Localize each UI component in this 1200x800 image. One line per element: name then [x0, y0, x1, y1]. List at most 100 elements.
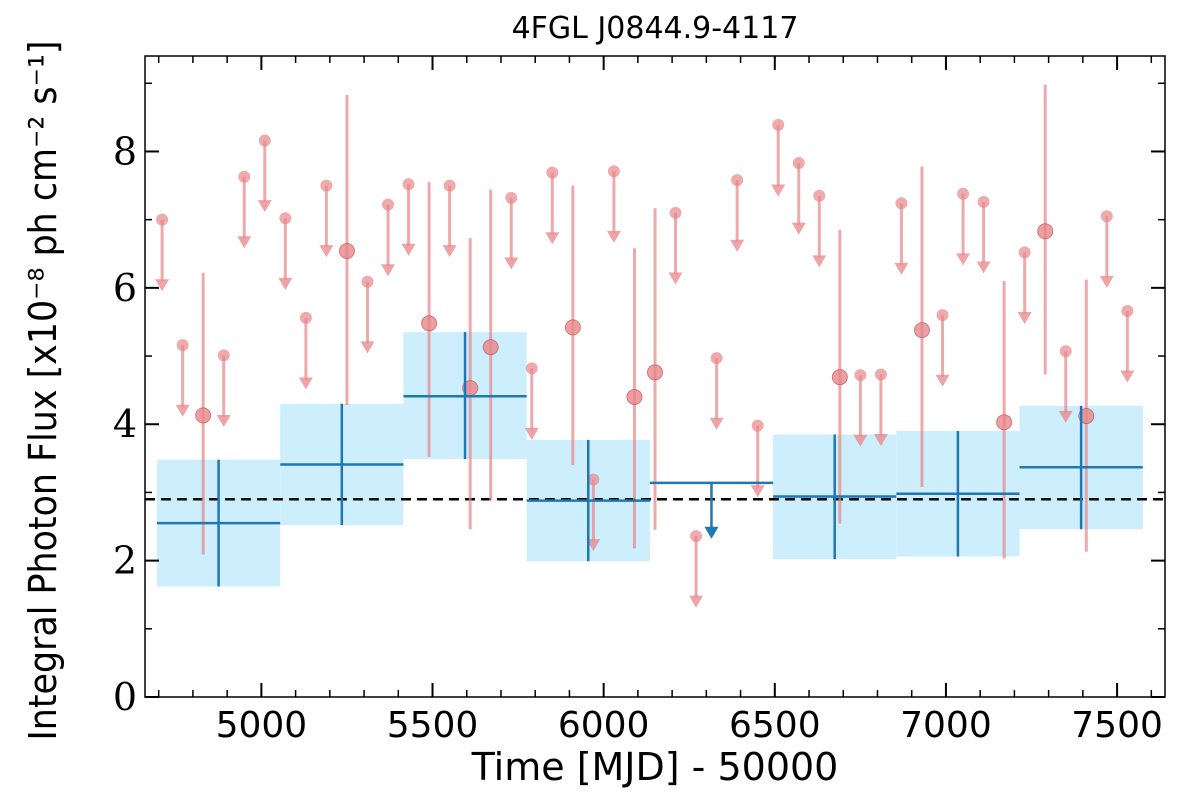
fine-bin-point: [195, 407, 212, 424]
fine-bin-upper-limit-point: [607, 165, 620, 178]
upper-limit-arrowhead: [956, 253, 971, 266]
upper-limit-arrowhead: [360, 341, 375, 354]
upper-limit-arrowhead: [689, 595, 704, 608]
fine-bin-points: [155, 84, 1135, 608]
upper-limit-arrowhead: [1017, 311, 1032, 324]
fine-bin-upper-limit-point: [936, 309, 949, 322]
fine-bin-upper-limit-point: [320, 179, 333, 192]
fine-bin-upper-limit-point: [1018, 246, 1031, 259]
fine-bin-upper-limit-point: [895, 197, 908, 210]
chart-title: 4FGL J0844.9-4117: [512, 11, 799, 46]
upper-limit-arrowhead: [298, 377, 313, 390]
fine-bin-point: [482, 339, 499, 356]
upper-limit-arrowhead: [894, 262, 909, 275]
x-tick-label: 6000: [558, 705, 650, 746]
fine-bin-upper-limit-point: [977, 195, 990, 208]
upper-limit-arrowhead: [1058, 410, 1073, 423]
upper-limit-arrowhead: [237, 236, 252, 249]
y-tick-label: 0: [113, 675, 137, 719]
fine-bin-upper-limit-point: [546, 166, 559, 179]
plot-frame: [144, 55, 1166, 698]
fine-bin-upper-limit-point: [279, 212, 292, 225]
x-tick-label: 7000: [900, 705, 992, 746]
y-tick-label: 2: [113, 539, 137, 583]
y-axis-label: Integral Photon Flux [x10⁻⁸ ph cm⁻² s⁻¹]: [21, 41, 65, 741]
upper-limit-arrowhead: [873, 434, 888, 447]
fine-bin-upper-limit-point: [176, 339, 189, 352]
upper-limit-arrowhead: [381, 264, 396, 277]
upper-limit-arrowhead: [750, 485, 765, 498]
fine-bin-upper-limit-point: [669, 206, 682, 219]
fine-bin-point: [913, 322, 930, 339]
fine-bin-upper-limit-point: [813, 189, 826, 202]
fine-bin-point: [831, 369, 848, 386]
upper-limit-arrowhead: [668, 272, 683, 285]
upper-limit-arrowhead: [606, 230, 621, 243]
fine-bin-upper-limit-point: [402, 178, 415, 191]
fine-bin-upper-limit-point: [957, 187, 970, 200]
upper-limit-arrowhead: [257, 200, 272, 213]
y-tick-label: 4: [113, 402, 137, 446]
coarse-upper-limit-arrowhead: [704, 526, 719, 539]
fine-bin-upper-limit-point: [854, 369, 867, 382]
upper-limit-arrowhead: [586, 539, 601, 552]
x-tick-label: 5000: [216, 705, 308, 746]
upper-limit-arrowhead: [442, 245, 457, 258]
upper-limit-arrowhead: [155, 279, 170, 292]
fine-bin-upper-limit-point: [525, 362, 538, 375]
upper-limit-arrowhead: [545, 232, 560, 245]
fine-bin-upper-limit-point: [238, 170, 251, 183]
x-tick-label: 5500: [387, 705, 479, 746]
fine-bin-upper-limit-point: [772, 118, 785, 131]
fine-bin-upper-limit-point: [731, 174, 744, 187]
y-tick-label: 8: [113, 129, 137, 173]
upper-limit-arrowhead: [175, 404, 190, 417]
upper-limit-arrowhead: [524, 427, 539, 440]
x-tick-label: 6500: [729, 705, 821, 746]
fine-bin-upper-limit-point: [505, 191, 518, 204]
fine-bin-upper-limit-point: [217, 349, 230, 362]
upper-limit-arrowhead: [216, 414, 231, 427]
upper-limit-arrowhead: [401, 243, 416, 256]
fine-bin-upper-limit-point: [156, 213, 169, 226]
fine-bin-upper-limit-point: [361, 275, 374, 288]
upper-limit-arrowhead: [935, 374, 950, 387]
fine-bin-point: [564, 319, 581, 336]
axis-ticks: 5000 5500 6000 6500 7000 7500 0 2 4 6 8: [113, 56, 1165, 746]
fine-bin-upper-limit-point: [1100, 210, 1113, 223]
fine-bin-point: [647, 364, 663, 381]
fine-bin-point: [626, 388, 643, 405]
upper-limit-arrowhead: [791, 222, 806, 235]
upper-limit-arrowhead: [319, 245, 334, 258]
upper-limit-arrowhead: [1099, 275, 1114, 288]
fine-bin-upper-limit-point: [690, 530, 703, 543]
upper-limit-arrowhead: [812, 255, 827, 268]
fine-bin-point: [1037, 223, 1054, 240]
fine-bin-upper-limit-point: [587, 473, 600, 486]
upper-limit-arrowhead: [278, 277, 293, 290]
upper-limit-arrowhead: [504, 257, 519, 270]
fine-bin-upper-limit-point: [710, 352, 723, 365]
fine-bin-upper-limit-point: [299, 311, 312, 324]
fine-bin-point: [996, 414, 1013, 431]
fine-bin-upper-limit-point: [1121, 305, 1134, 318]
fine-bin-upper-limit-point: [1059, 345, 1072, 358]
x-tick-label: 7500: [1071, 705, 1163, 746]
x-axis-label: Time [MJD] - 50000: [471, 745, 839, 789]
upper-limit-arrowhead: [709, 417, 724, 430]
upper-limit-arrowhead: [976, 261, 991, 274]
fine-bin-point: [421, 315, 438, 332]
fine-bin-upper-limit-point: [258, 134, 271, 147]
coarse-bin-points: [156, 332, 1143, 587]
fine-bin-upper-limit-point: [751, 419, 764, 432]
y-tick-label: 6: [113, 266, 137, 310]
upper-limit-arrowhead: [1120, 370, 1135, 383]
upper-limit-arrowhead: [730, 239, 745, 252]
fine-bin-upper-limit-point: [443, 179, 456, 192]
fine-bin-upper-limit-point: [874, 368, 887, 381]
upper-limit-arrowhead: [853, 434, 868, 447]
fine-bin-upper-limit-point: [382, 198, 395, 211]
fine-bin-point: [338, 243, 355, 260]
fine-bin-point: [1078, 408, 1095, 425]
